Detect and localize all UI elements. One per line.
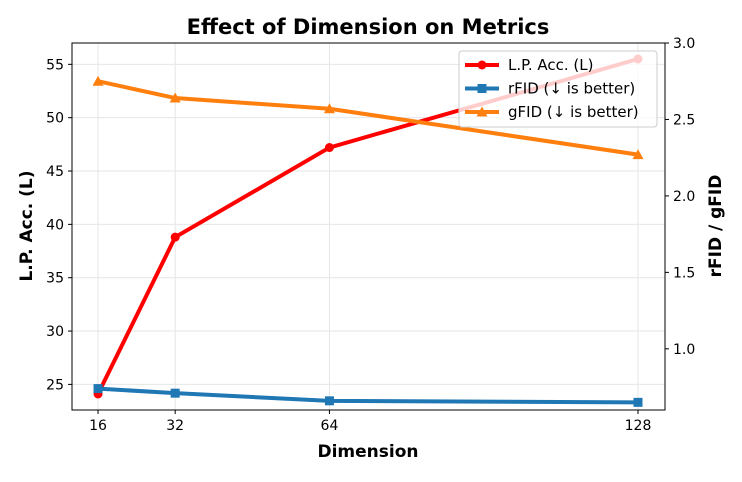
data-point-2: [92, 75, 104, 86]
y-tick-label: 40: [46, 217, 64, 233]
legend-box: [458, 50, 658, 128]
y-tick-label: 55: [46, 57, 64, 73]
data-point-1: [324, 396, 334, 406]
y-axis-right-label: rFID / gFID: [706, 175, 726, 278]
x-tick-label: 32: [166, 418, 184, 434]
chart-title: Effect of Dimension on Metrics: [187, 15, 550, 39]
data-point-1: [93, 384, 103, 394]
data-point-1: [633, 397, 643, 407]
legend-label: rFID (↓ is better): [508, 80, 635, 98]
x-tick-label: 128: [625, 418, 652, 434]
y-right-tick-label: 1.0: [673, 342, 695, 358]
x-tick-label: 64: [321, 418, 339, 434]
data-point-2: [323, 103, 335, 114]
legend-label: L.P. Acc. (L): [508, 56, 593, 74]
legend-marker: [476, 106, 488, 117]
data-point-2: [632, 149, 644, 160]
y-right-tick-label: 3.0: [673, 36, 695, 52]
y-right-tick-label: 2.0: [673, 189, 695, 205]
y-tick-label: 25: [46, 377, 64, 393]
series-line-2: [97, 79, 639, 157]
data-point-1: [170, 388, 180, 398]
y-tick-label: 30: [46, 324, 64, 340]
legend-marker: [477, 84, 487, 93]
y-right-tick-label: 1.5: [673, 265, 695, 281]
x-axis-label: Dimension: [317, 442, 418, 462]
y-tick-label: 45: [46, 164, 64, 180]
y-axis-label: L.P. Acc. (L): [17, 170, 37, 281]
legend: L.P. Acc. (L) rFID (↓ is better) gFID (↓ i…: [458, 50, 658, 128]
y-tick-label: 35: [46, 271, 64, 287]
series-line-1: [97, 386, 639, 405]
x-tick-label: 16: [89, 418, 107, 434]
legend-marker: [477, 60, 487, 70]
data-point-2: [169, 92, 181, 103]
plot-frame: [71, 42, 666, 411]
data-point-0: [324, 143, 334, 153]
legend-label: gFID (↓ is better): [508, 103, 639, 121]
data-point-0: [170, 232, 180, 242]
y-tick-label: 50: [46, 111, 64, 127]
y-right-tick-label: 2.5: [673, 112, 695, 128]
